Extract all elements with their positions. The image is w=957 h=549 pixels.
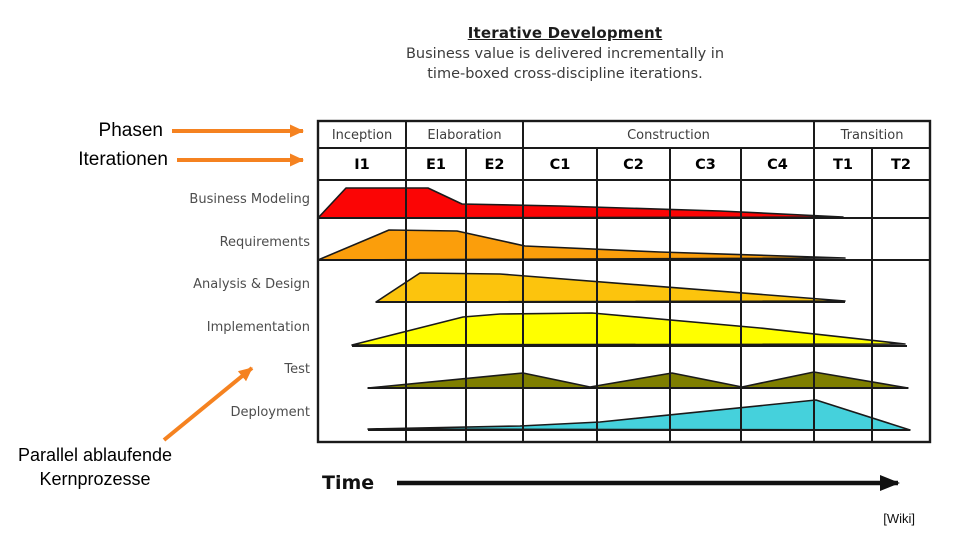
parallel-label-line2: Kernprozesse <box>39 469 151 489</box>
diagram-title: Iterative Development <box>467 24 663 42</box>
diagram-subtitle-line1: Business value is delivered incrementall… <box>405 46 725 62</box>
row-label-business-modeling: Business Modeling <box>189 192 310 207</box>
hump-deployment <box>367 399 911 431</box>
row-label-test: Test <box>284 362 310 377</box>
parallel-label-line1: Parallel ablaufende <box>17 445 173 465</box>
hump-baselines <box>318 217 930 431</box>
iteration-cell-e2: E2 <box>485 157 505 173</box>
iteration-cell-c2: C2 <box>623 157 644 173</box>
hump-implementation <box>351 312 906 346</box>
phase-cell-inception: Inception <box>332 128 392 143</box>
discipline-humps <box>317 187 911 431</box>
iteration-cell-t1: T1 <box>833 157 853 173</box>
row-label-requirements: Requirements <box>219 235 310 250</box>
header-cells: Inception Elaboration Construction Transiti… <box>332 128 911 173</box>
table-border <box>316 119 932 444</box>
title-block: Iterative Development Business value is … <box>255 24 875 84</box>
row-label-deployment: Deployment <box>230 405 310 420</box>
phase-cell-transition: Transition <box>840 128 904 143</box>
phase-cell-elaboration: Elaboration <box>427 128 501 143</box>
iteration-cell-c3: C3 <box>695 157 716 173</box>
iteration-cell-e1: E1 <box>426 157 446 173</box>
iteration-cell-t2: T2 <box>891 157 911 173</box>
hump-requirements <box>317 229 846 261</box>
iterationen-label: Iterationen <box>78 149 168 170</box>
table-grid <box>316 119 932 444</box>
hump-business-modeling <box>317 187 844 219</box>
kernprozesse-arrow <box>162 366 254 442</box>
row-label-analysis-design: Analysis & Design <box>193 277 310 292</box>
diagram-subtitle-line2: time-boxed cross-discipline iterations. <box>427 66 703 82</box>
time-axis-label: Time <box>322 472 375 494</box>
parallel-kernprozesse-label: Parallel ablaufende Kernprozesse <box>0 443 190 491</box>
phase-cell-construction: Construction <box>627 128 710 143</box>
row-label-implementation: Implementation <box>206 320 310 335</box>
hump-analysis-design <box>375 272 846 303</box>
iteration-cell-i1: I1 <box>354 157 369 173</box>
wiki-credit: [Wiki] <box>883 511 915 526</box>
iteration-cell-c4: C4 <box>767 157 788 173</box>
phasen-label: Phasen <box>98 120 163 141</box>
hump-test <box>367 371 909 389</box>
iteration-cell-c1: C1 <box>550 157 571 173</box>
